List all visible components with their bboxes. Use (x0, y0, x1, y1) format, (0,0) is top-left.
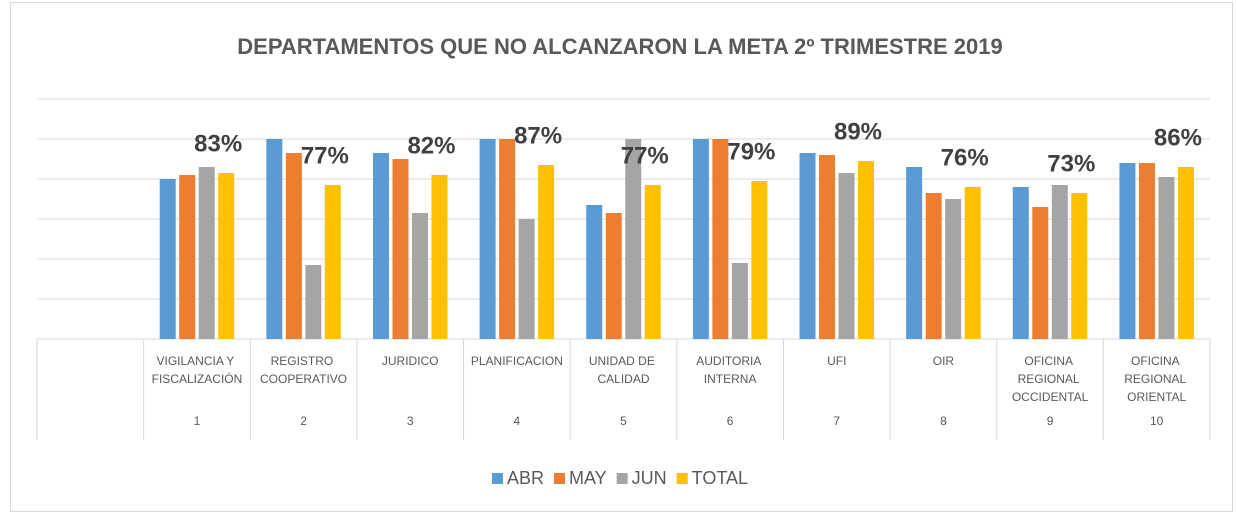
bar (324, 185, 341, 339)
bar (712, 139, 729, 339)
data-label: 79% (727, 138, 775, 165)
legend-label: JUN (632, 468, 667, 488)
x-group-label: 1 (194, 414, 201, 428)
bar (858, 161, 875, 339)
bar (1071, 193, 1088, 339)
data-label: 77% (621, 142, 669, 169)
bar (218, 173, 235, 339)
bar (799, 153, 816, 339)
legend-swatch (676, 473, 688, 484)
bar (372, 153, 389, 339)
data-label: 76% (941, 144, 989, 171)
bar (906, 167, 923, 339)
x-tick-label: REGISTRO COOPERATIVO (260, 354, 347, 386)
x-tick-label: UNIDAD DE CALIDAD (589, 354, 658, 386)
bar (945, 199, 962, 339)
data-label: 73% (1047, 150, 1095, 177)
bar (1119, 163, 1136, 339)
bar (586, 205, 603, 339)
x-group-label: 5 (620, 414, 627, 428)
x-group-label: 6 (727, 414, 734, 428)
bar (731, 263, 748, 339)
bar (819, 155, 836, 339)
bar (159, 179, 176, 339)
legend-swatch (553, 473, 565, 484)
bar (1138, 163, 1155, 339)
bar (692, 139, 709, 339)
bar (392, 159, 409, 339)
x-group-label: 4 (514, 414, 521, 428)
bar (1032, 207, 1049, 339)
x-tick-label: VIGILANCIA Y FISCALIZACIÓN (152, 354, 243, 386)
x-tick-label: OFICINA REGIONAL ORIENTAL (1124, 354, 1189, 404)
bar (285, 153, 302, 339)
bar (179, 175, 196, 339)
data-label: 87% (514, 122, 562, 149)
bar (838, 173, 855, 339)
x-tick-label: UFI (827, 354, 846, 368)
bar (964, 187, 981, 339)
x-tick-label: OFICINA REGIONAL OCCIDENTAL (1012, 354, 1089, 404)
bar (925, 193, 942, 339)
x-group-label: 9 (1047, 414, 1054, 428)
legend-label: ABR (507, 468, 544, 488)
bar (198, 167, 215, 339)
legend-label: TOTAL (692, 468, 748, 488)
bar (479, 139, 496, 339)
legend: ABR MAY JUN TOTAL (491, 468, 748, 488)
legend-swatch (491, 473, 503, 484)
bar (266, 139, 283, 339)
x-group-label: 2 (300, 414, 307, 428)
bar (1158, 177, 1175, 339)
data-label: 89% (834, 118, 882, 145)
chart-title: DEPARTAMENTOS QUE NO ALCANZARON LA META … (237, 34, 1002, 59)
x-group-label: 8 (940, 414, 947, 428)
bar (1051, 185, 1068, 339)
legend-label: MAY (569, 468, 607, 488)
bar (518, 219, 535, 339)
data-label: 86% (1154, 124, 1202, 151)
bar (431, 175, 448, 339)
x-group-label: 3 (407, 414, 414, 428)
data-label: 82% (407, 132, 455, 159)
bar (538, 165, 555, 339)
x-tick-label: JURIDICO (382, 354, 439, 368)
x-tick-label: PLANIFICACION (471, 354, 563, 368)
x-tick-label: OIR (933, 354, 955, 368)
bar (411, 213, 428, 339)
bar (499, 139, 516, 339)
bar (305, 265, 322, 339)
x-group-label: 7 (833, 414, 840, 428)
bar (1177, 167, 1194, 339)
bar (1012, 187, 1029, 339)
data-label: 77% (301, 142, 349, 169)
legend-swatch (616, 473, 628, 484)
data-label: 83% (194, 130, 242, 157)
x-tick-label: AUDITORIA INTERNA (696, 354, 764, 386)
bar (751, 181, 768, 339)
bar (644, 185, 661, 339)
bar (625, 139, 642, 339)
x-group-label: 10 (1150, 414, 1164, 428)
bar (605, 213, 622, 339)
